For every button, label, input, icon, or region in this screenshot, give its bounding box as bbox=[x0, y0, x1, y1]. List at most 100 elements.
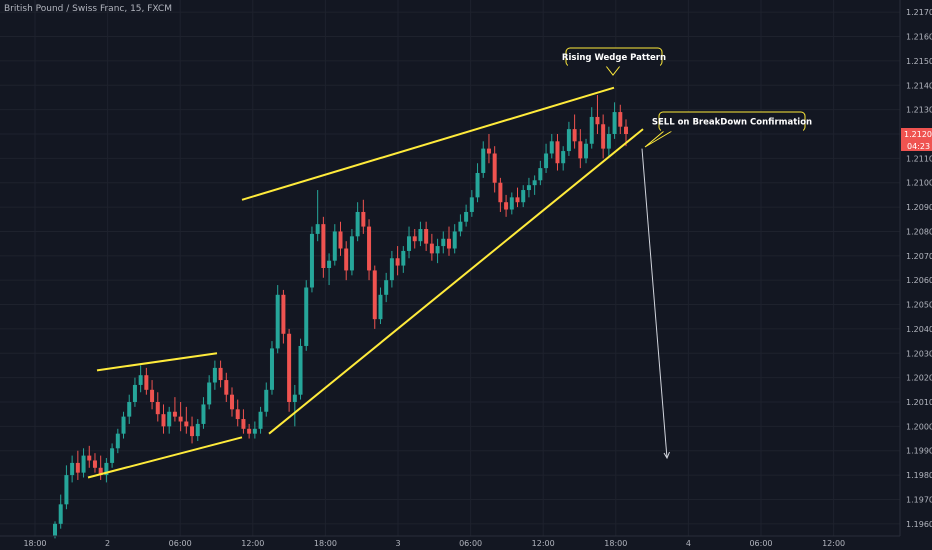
candle-body bbox=[486, 148, 491, 154]
candle-body bbox=[252, 428, 257, 434]
candle-body bbox=[526, 185, 531, 191]
candle-body bbox=[258, 411, 263, 429]
candle-body bbox=[327, 260, 332, 268]
x-tick-label: 3 bbox=[395, 539, 400, 548]
candle-body bbox=[452, 231, 457, 249]
candle-body bbox=[269, 348, 274, 390]
projection-line bbox=[641, 148, 668, 459]
y-tick-label: 1.20100 bbox=[906, 398, 932, 407]
candle-body bbox=[167, 411, 172, 427]
candle-body bbox=[367, 226, 372, 271]
y-tick-label: 1.19900 bbox=[906, 447, 932, 456]
countdown-label: 04:23 bbox=[907, 142, 930, 151]
countdown-tag bbox=[901, 140, 932, 151]
candle-body bbox=[618, 112, 623, 127]
x-tick-label: 06:00 bbox=[459, 539, 482, 548]
candle-body bbox=[572, 129, 577, 142]
candle-body bbox=[304, 287, 309, 346]
candle-body bbox=[184, 421, 189, 427]
candle-body bbox=[509, 197, 514, 210]
price-axis[interactable]: 1.21700 1.21600 1.21500 1.21400 1.21300 1.212… bbox=[899, 0, 932, 536]
candle-body bbox=[87, 455, 92, 461]
candle-body bbox=[207, 382, 212, 405]
candle-body bbox=[287, 333, 292, 402]
candle-body bbox=[612, 112, 617, 134]
candle-body bbox=[424, 229, 429, 244]
candle-body bbox=[561, 151, 566, 164]
candle-body bbox=[150, 389, 155, 402]
candle-body bbox=[190, 426, 195, 437]
callout-text: Rising Wedge Pattern bbox=[562, 53, 666, 63]
y-tick-label: 1.20500 bbox=[906, 301, 932, 310]
callout-join bbox=[568, 64, 660, 67]
candle-body bbox=[264, 389, 269, 412]
candle-body bbox=[58, 504, 63, 524]
candle-body bbox=[235, 409, 240, 420]
candle-body bbox=[344, 248, 349, 271]
candle-body bbox=[315, 224, 320, 234]
candle-body bbox=[64, 475, 69, 505]
candle-body bbox=[372, 270, 377, 320]
y-tick-label: 1.20000 bbox=[906, 422, 932, 431]
candle-body bbox=[98, 467, 103, 476]
candle-body bbox=[595, 116, 600, 125]
trendline-wedge-lower bbox=[268, 128, 644, 435]
y-tick-label: 1.20400 bbox=[906, 325, 932, 334]
candle-body bbox=[389, 258, 394, 281]
time-axis[interactable]: 18:00 2 06:00 12:00 18:00 3 06:00 12:00 18:00 4 06… bbox=[0, 535, 900, 548]
candle-body bbox=[178, 416, 183, 422]
callout-pointer bbox=[605, 65, 621, 76]
y-tick-label: 1.19700 bbox=[906, 495, 932, 504]
candle-body bbox=[498, 182, 503, 203]
candle-body bbox=[321, 224, 326, 268]
candle-body bbox=[361, 211, 366, 227]
candle-body bbox=[338, 231, 343, 249]
candle-body bbox=[441, 238, 446, 247]
candle-body bbox=[201, 404, 206, 424]
y-tick-label: 1.21000 bbox=[906, 179, 932, 188]
candle-body bbox=[538, 168, 543, 181]
candle-body bbox=[275, 294, 280, 349]
candle-body bbox=[332, 231, 337, 261]
candle-body bbox=[492, 153, 497, 183]
candle-body bbox=[75, 462, 80, 473]
candle-body bbox=[161, 414, 166, 427]
trendline-small-lower bbox=[87, 436, 243, 479]
candle-body bbox=[309, 233, 314, 288]
candle-body bbox=[241, 419, 246, 429]
y-tick-label: 1.20900 bbox=[906, 203, 932, 212]
candle-body bbox=[566, 129, 571, 152]
x-tick-label: 18:00 bbox=[23, 539, 46, 548]
symbol-title: British Pound / Swiss Franc, 15, FXCM bbox=[4, 4, 172, 14]
annotation-sell: SELL on BreakDown Confirmation bbox=[644, 111, 812, 148]
y-tick-label: 1.21300 bbox=[906, 106, 932, 115]
y-tick-label: 1.21600 bbox=[906, 33, 932, 42]
candle-body bbox=[418, 229, 423, 242]
candle-body bbox=[121, 416, 126, 434]
candle-body bbox=[549, 141, 554, 154]
candle-body bbox=[292, 394, 297, 402]
current-price-tag bbox=[901, 128, 932, 140]
y-tick-label: 1.21100 bbox=[906, 154, 932, 163]
candle-body bbox=[504, 202, 509, 210]
y-tick-label: 1.20800 bbox=[906, 227, 932, 236]
candle-body bbox=[355, 211, 360, 237]
x-tick-label: 2 bbox=[105, 539, 110, 548]
candle-body bbox=[458, 221, 463, 232]
candle-body bbox=[515, 197, 520, 203]
y-tick-label: 1.21700 bbox=[906, 8, 932, 17]
callout-join bbox=[661, 129, 803, 132]
y-tick-label: 1.20200 bbox=[906, 374, 932, 383]
x-tick-label: 12:00 bbox=[532, 539, 555, 548]
candle-body bbox=[446, 238, 451, 249]
candle-body bbox=[532, 180, 537, 186]
candle-body bbox=[544, 153, 549, 169]
candle-body bbox=[224, 380, 229, 395]
candle-body bbox=[606, 134, 611, 149]
candle-body bbox=[132, 384, 137, 402]
candle-body bbox=[127, 402, 132, 417]
candle-body bbox=[144, 375, 149, 390]
candle-body bbox=[464, 211, 469, 222]
candle-body bbox=[395, 258, 400, 266]
